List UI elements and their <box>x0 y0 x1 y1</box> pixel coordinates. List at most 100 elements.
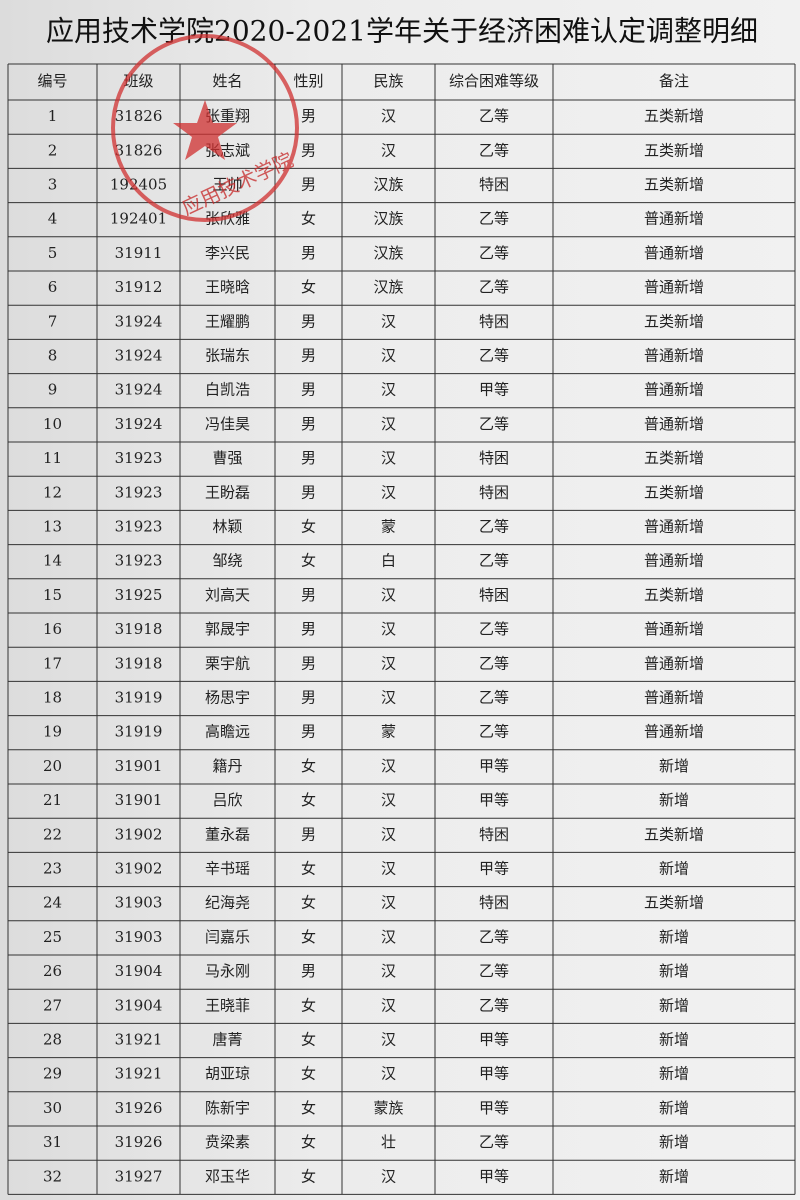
table-cell: 31924 <box>115 347 163 365</box>
table-cell: 李兴民 <box>205 244 250 262</box>
table-cell: 31918 <box>115 654 163 672</box>
table-cell: 普通新增 <box>644 347 704 365</box>
table-cell: 五类新增 <box>644 894 704 912</box>
table-cell: 31923 <box>115 518 163 536</box>
table-cell: 192405 <box>110 176 167 194</box>
table-cell: 乙等 <box>479 141 509 159</box>
table-cell: 男 <box>301 689 316 707</box>
table-cell: 11 <box>43 449 62 467</box>
table-cell: 甲等 <box>479 1031 509 1049</box>
table: 编号 班级 姓名 性别 民族 综合困难等级 备注1 31826 张重翔男汉乙等 五类新增2 3182… <box>7 63 796 1195</box>
table-cell: 31923 <box>115 552 163 570</box>
table-cell: 14 <box>43 552 62 570</box>
seal-ring <box>111 34 299 222</box>
table-cell: 21 <box>43 791 62 809</box>
table-cell: 女 <box>301 518 316 536</box>
table-cell: 刘高天 <box>205 586 250 604</box>
table-cell: 新增 <box>659 928 689 946</box>
table-cell: 王耀鹏 <box>205 312 250 330</box>
table-cell: 汉 <box>381 415 396 433</box>
table-cell: 女 <box>301 860 316 878</box>
table-cell: 31927 <box>115 1167 163 1185</box>
table-cell: 乙等 <box>479 107 509 125</box>
table-cell: 女 <box>301 210 316 228</box>
table-cell: 男 <box>301 962 316 980</box>
table-cell: 贲梁素 <box>205 1133 250 1151</box>
table-cell: 女 <box>301 996 316 1014</box>
seal-star <box>173 100 237 160</box>
table-cell: 五类新增 <box>644 107 704 125</box>
table-cell: 五类新增 <box>644 312 704 330</box>
table-cell: 20 <box>43 757 62 775</box>
table-cell: 乙等 <box>479 689 509 707</box>
table-cell: 31903 <box>115 928 163 946</box>
table-cell: 汉族 <box>373 244 403 262</box>
table-cell: 特困 <box>479 449 509 467</box>
table-cell: 31924 <box>115 381 163 399</box>
table-cell: 4 <box>48 210 58 228</box>
table-cell: 唐菁 <box>212 1031 242 1049</box>
table-cell: 10 <box>43 415 62 433</box>
table-cell: 男 <box>301 244 316 262</box>
table-cell: 白 <box>381 552 396 570</box>
table-cell: 汉 <box>381 347 396 365</box>
table-cell: 普通新增 <box>644 518 704 536</box>
table-cell: 闫嘉乐 <box>205 928 250 946</box>
table-cell: 女 <box>301 1133 316 1151</box>
table-cell: 甲等 <box>479 1099 509 1117</box>
table-cell: 新增 <box>659 791 689 809</box>
table-cell: 汉 <box>381 620 396 638</box>
table-cell: 汉 <box>381 757 396 775</box>
table-cell: 普通新增 <box>644 654 704 672</box>
table-cell: 乙等 <box>479 347 509 365</box>
table-cell: 31901 <box>115 757 163 775</box>
table-cell: 汉 <box>381 1167 396 1185</box>
table-cell: 新增 <box>659 1167 689 1185</box>
table-cell: 男 <box>301 415 316 433</box>
table-cell: 16 <box>43 620 62 638</box>
table-cell: 甲等 <box>479 1167 509 1185</box>
header-cell: 综合困难等级 <box>449 72 539 90</box>
table-cell: 特困 <box>479 483 509 501</box>
table-cell: 31902 <box>115 825 163 843</box>
table-cell: 31919 <box>115 689 163 707</box>
table-cell: 30 <box>43 1099 62 1117</box>
table-cell: 男 <box>301 825 316 843</box>
table-cell: 女 <box>301 278 316 296</box>
table-cell: 汉族 <box>373 210 403 228</box>
table-cell: 31 <box>43 1133 62 1151</box>
table-cell: 31923 <box>115 449 163 467</box>
table-cell: 普通新增 <box>644 689 704 707</box>
table-cell: 张重翔 <box>205 107 250 125</box>
table-cell: 新增 <box>659 1031 689 1049</box>
table-cell: 22 <box>43 825 62 843</box>
table-cell: 特困 <box>479 586 509 604</box>
table-cell: 甲等 <box>479 757 509 775</box>
table-cell: 男 <box>301 483 316 501</box>
table-cell: 31924 <box>115 312 163 330</box>
table-cell: 192401 <box>110 210 167 228</box>
table-cell: 31921 <box>115 1031 163 1049</box>
table-cell: 乙等 <box>479 723 509 741</box>
table-cell: 2 <box>48 141 58 159</box>
table-cell: 男 <box>301 620 316 638</box>
table-cell: 新增 <box>659 996 689 1014</box>
table-cell: 男 <box>301 176 316 194</box>
table-cell: 甲等 <box>479 791 509 809</box>
table-cell: 31924 <box>115 415 163 433</box>
table-cell: 汉 <box>381 449 396 467</box>
table-cell: 新增 <box>659 860 689 878</box>
table-cell: 女 <box>301 1099 316 1117</box>
table-cell: 男 <box>301 107 316 125</box>
table-cell: 乙等 <box>479 1133 509 1151</box>
table-cell: 马永刚 <box>205 962 250 980</box>
table-cell: 31921 <box>115 1065 163 1083</box>
table-cell: 甲等 <box>479 1065 509 1083</box>
table-cell: 9 <box>48 381 58 399</box>
header-cell: 性别 <box>293 72 323 90</box>
table-cell: 31926 <box>115 1133 163 1151</box>
table-cell: 乙等 <box>479 415 509 433</box>
table-cell: 31911 <box>115 244 163 262</box>
table-cell: 12 <box>43 483 62 501</box>
table-cell: 蒙 <box>381 518 396 536</box>
